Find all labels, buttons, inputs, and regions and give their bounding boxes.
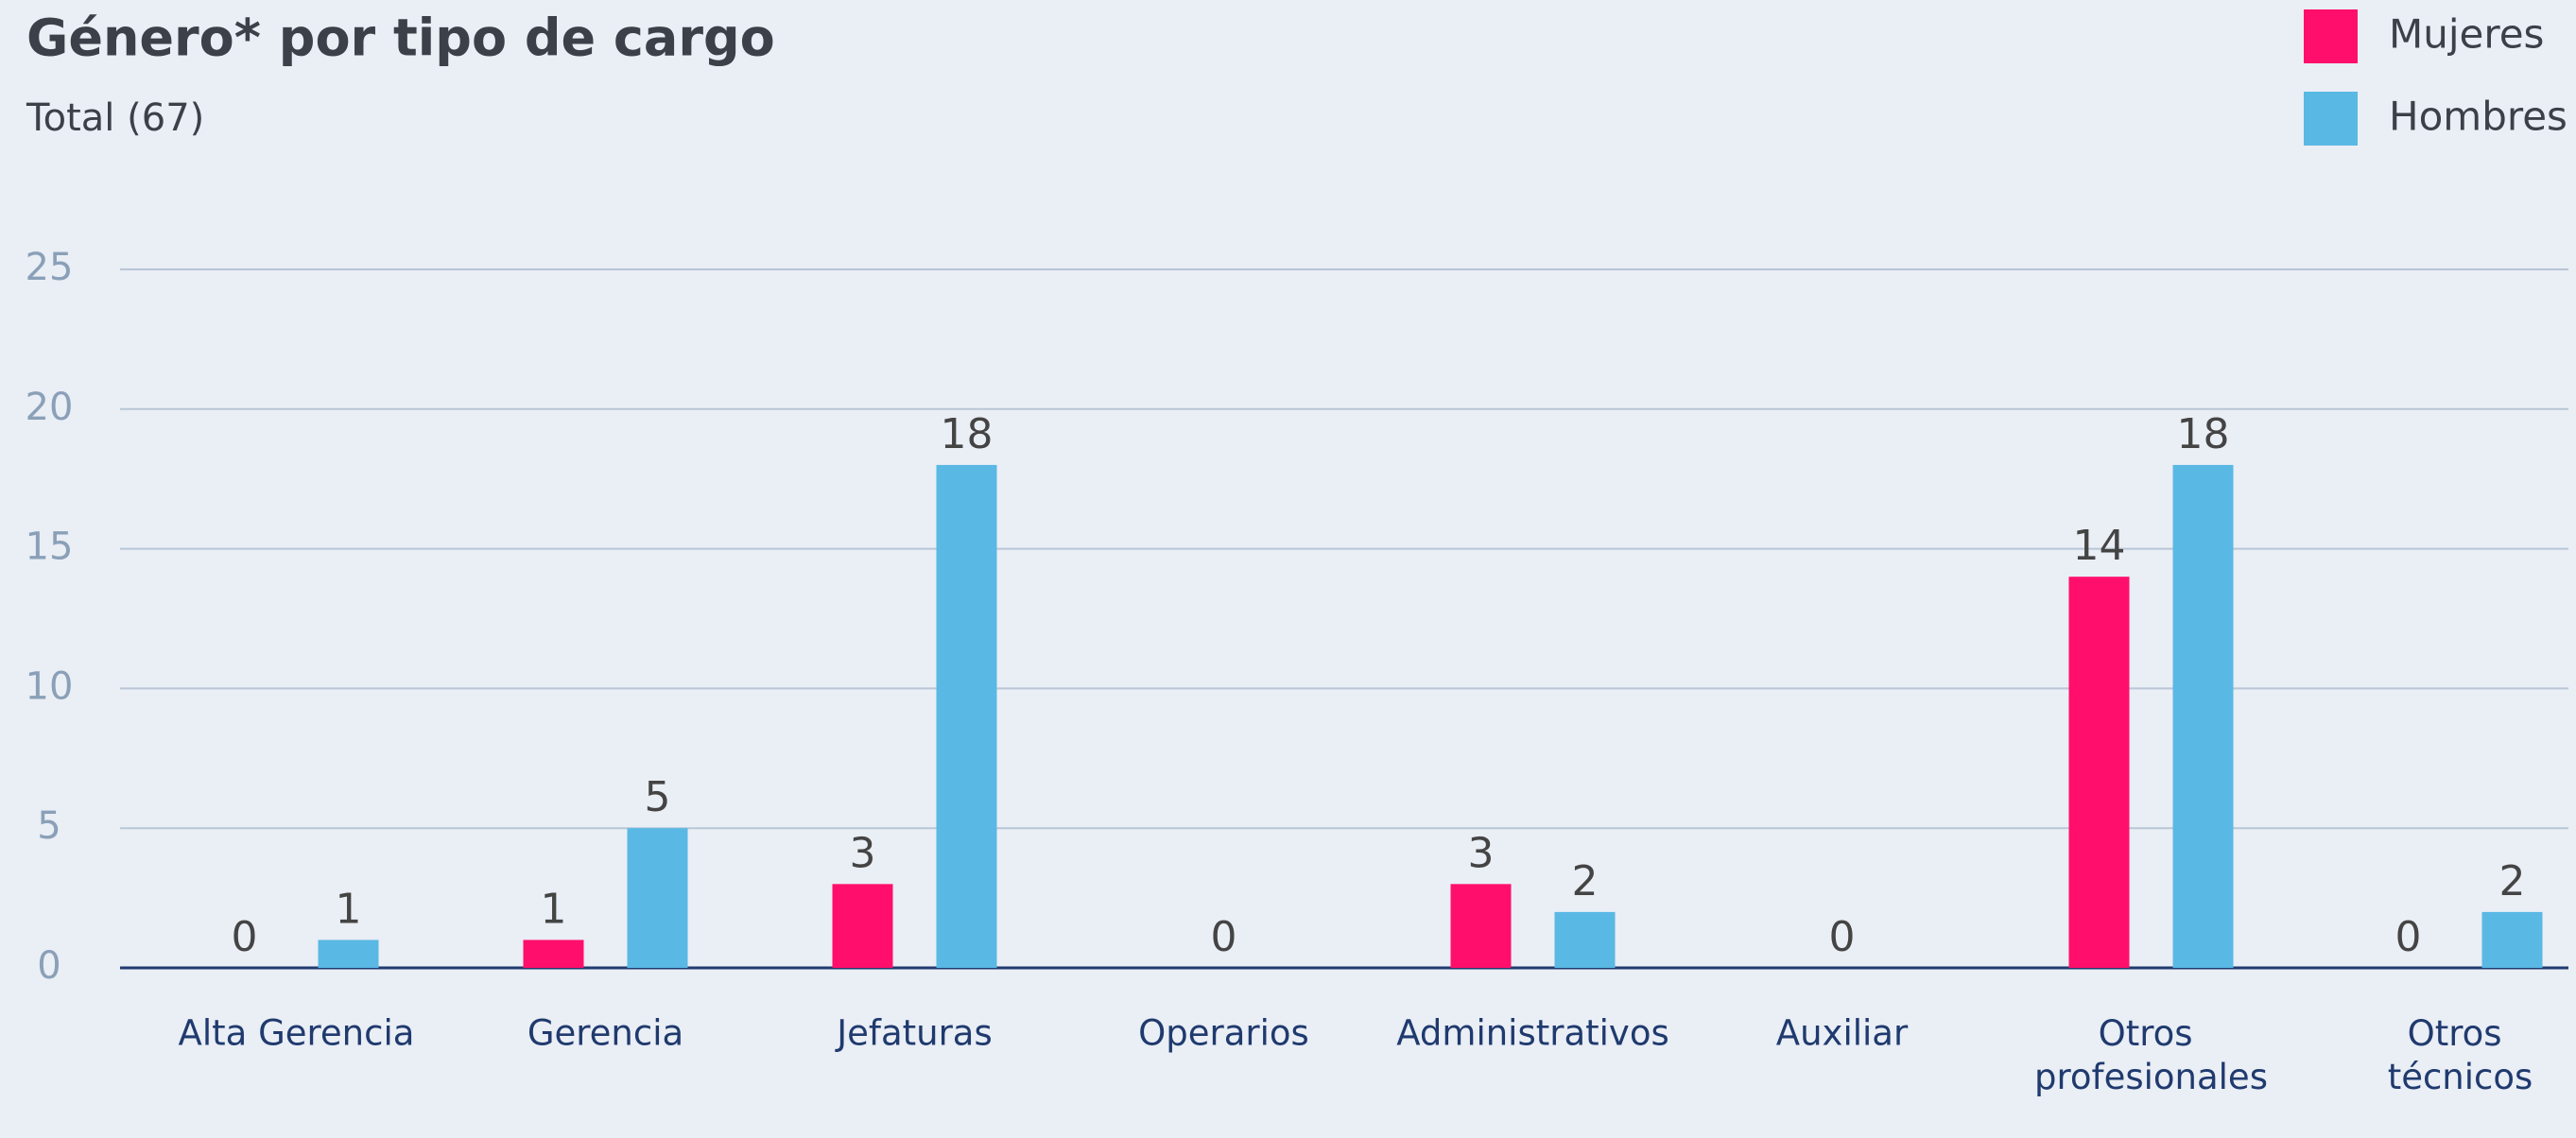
bar <box>1450 884 1512 968</box>
bar <box>627 828 688 968</box>
x-tick-label: Alta Gerencia <box>179 1013 415 1054</box>
x-tick-label-line: técnicos <box>2388 1057 2533 1097</box>
value-label: 0 <box>232 913 258 961</box>
legend-swatch <box>2304 9 2358 63</box>
value-label: 5 <box>645 773 671 821</box>
y-tick-label: 5 <box>37 804 61 848</box>
value-label: 0 <box>2395 913 2422 961</box>
chart-subtitle: Total (67) <box>26 96 204 140</box>
value-label: 1 <box>541 885 567 933</box>
x-tick-label: Operarios <box>1138 1013 1309 1054</box>
value-label: 14 <box>2073 522 2126 570</box>
bar <box>523 940 584 968</box>
value-label: 0 <box>1829 913 1856 961</box>
x-tick-label-line: Otros <box>2408 1013 2514 1054</box>
y-tick-label: 15 <box>26 526 74 569</box>
x-tick-label: Administrativos <box>1396 1013 1668 1054</box>
x-tick-label: Otros técnicos <box>2388 1013 2533 1097</box>
x-tick-label-line: Otros <box>2099 1013 2204 1054</box>
value-label: 18 <box>2177 410 2230 458</box>
value-label: 2 <box>1572 857 1599 905</box>
value-label: 3 <box>850 829 876 877</box>
bar <box>2481 911 2543 968</box>
x-tick-label-line: profesionales <box>2034 1057 2268 1097</box>
y-tick-label: 10 <box>26 664 74 708</box>
x-tick-label: Gerencia <box>527 1013 683 1054</box>
value-label: 1 <box>336 885 362 933</box>
bar <box>832 884 893 968</box>
value-label: 3 <box>1468 829 1495 877</box>
y-tick-label: 0 <box>37 944 61 988</box>
legend-swatch <box>2304 92 2358 146</box>
legend-label: Mujeres <box>2389 11 2544 58</box>
bar <box>2068 577 2130 968</box>
y-tick-label: 20 <box>26 386 74 429</box>
bar <box>318 940 379 968</box>
value-label: 2 <box>2499 857 2526 905</box>
bar <box>1554 911 1616 968</box>
legend-label: Hombres <box>2389 94 2567 140</box>
bar <box>936 464 997 968</box>
y-tick-label: 25 <box>26 246 74 289</box>
x-tick-label: Auxiliar <box>1776 1013 1909 1054</box>
x-tick-label: Otros profesionales <box>2034 1013 2268 1097</box>
bar <box>2172 464 2234 968</box>
value-label: 18 <box>941 410 994 458</box>
chart-title: Género* por tipo de cargo <box>26 9 775 68</box>
x-tick-label: Jefaturas <box>835 1013 993 1054</box>
value-label: 0 <box>1211 913 1237 961</box>
